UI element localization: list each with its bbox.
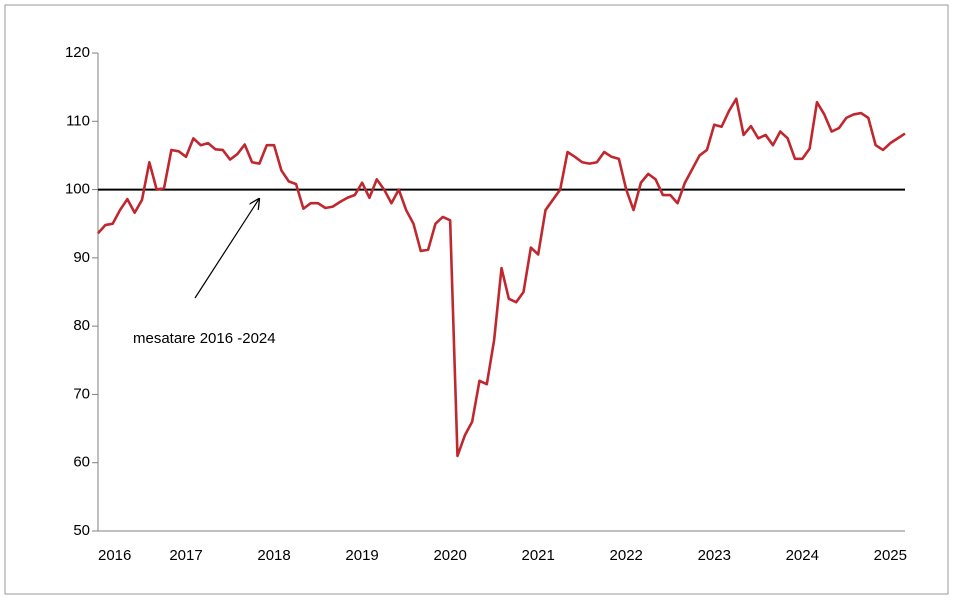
x-tick-label: 2021 [521,547,554,564]
y-tick-label: 110 [66,112,90,129]
annotation-arrow [194,199,259,299]
y-tick-label: 70 [73,385,90,402]
frame [4,4,949,595]
x-tick-label: 2017 [169,547,202,564]
y-tick-label: 120 [65,44,90,61]
x-tick-label: 2022 [610,547,643,564]
x-tick-label: 2025 [874,547,907,564]
x-tick-label: 2020 [433,547,466,564]
annotation: mesatare 2016 -2024 [133,330,276,347]
y-tick-label: 90 [73,249,90,266]
x-tick-label: 2016 [98,547,131,564]
x-tick-label: 2018 [257,547,290,564]
y-tick-label: 50 [73,522,90,539]
y-tick-label: 80 [73,317,90,334]
y-tick-label: 100 [65,181,90,198]
x-tick-label: 2023 [698,547,731,564]
data-line [97,97,906,458]
x-tick-label: 2024 [786,547,819,564]
y-tick-label: 60 [73,454,90,471]
x-tick-label: 2019 [345,547,378,564]
